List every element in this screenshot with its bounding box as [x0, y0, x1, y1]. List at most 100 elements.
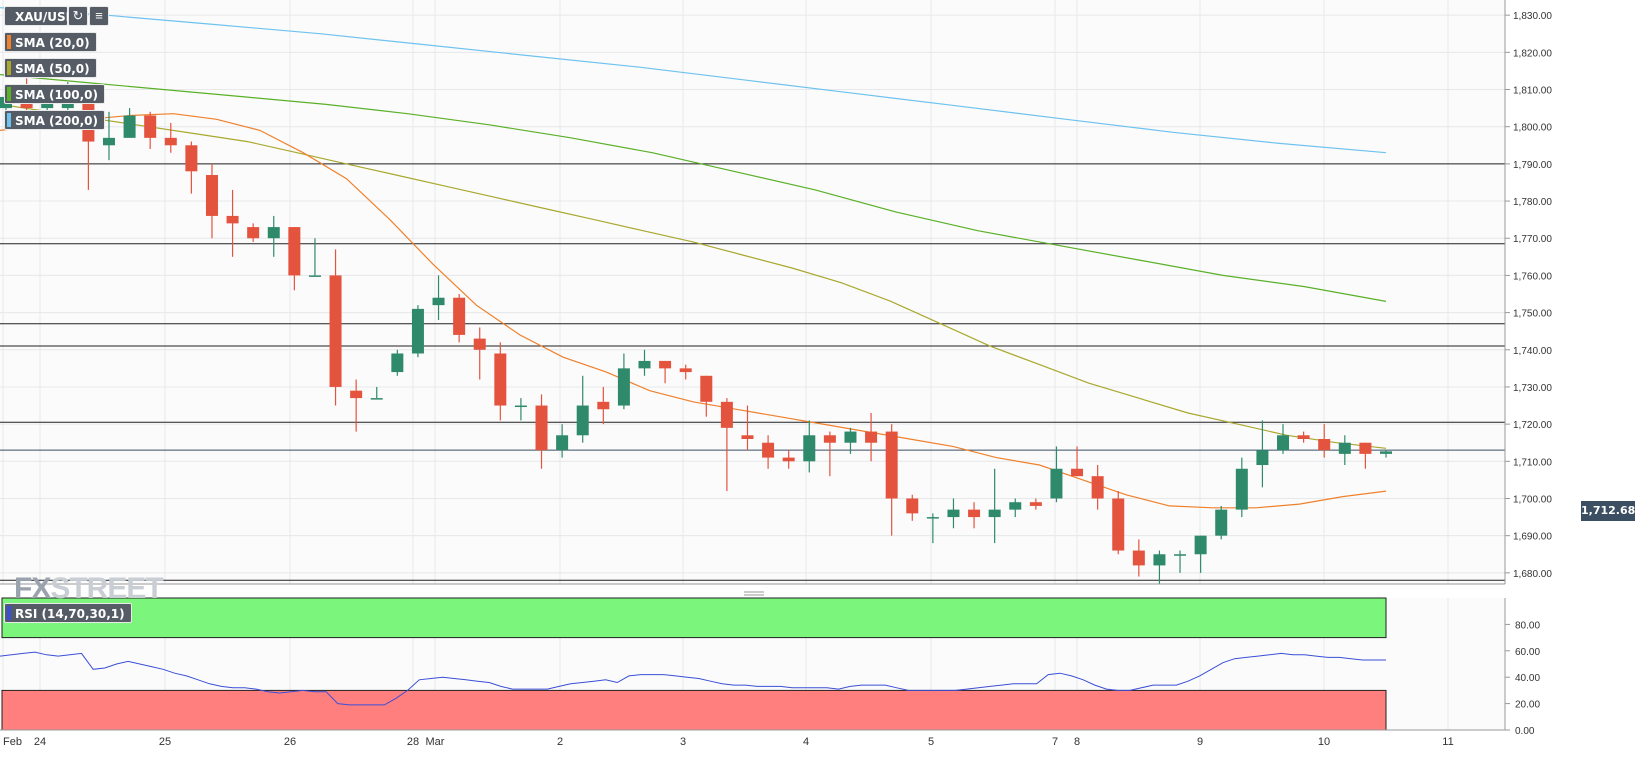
candle-body	[205, 175, 218, 216]
sma200-line	[0, 7, 1387, 154]
candle-body	[1174, 554, 1187, 556]
indicator-sma20[interactable]: SMA (20,0)	[4, 32, 97, 52]
candle	[123, 108, 136, 138]
fxstreet-logo: FXSTREET	[14, 572, 164, 606]
y-tick-label: 1,780.00	[1513, 197, 1552, 208]
candle	[638, 349, 651, 376]
candle	[597, 386, 610, 425]
candle-body	[679, 368, 692, 373]
candle-body	[185, 145, 198, 172]
candle-body	[432, 297, 445, 306]
candle-body	[1359, 442, 1372, 454]
chart-settings-icon[interactable]: ≡	[89, 6, 109, 26]
candle-body	[823, 435, 836, 443]
x-tick-label: 4	[803, 736, 809, 748]
y-tick-label: 1,750.00	[1513, 309, 1552, 320]
candle	[1050, 446, 1063, 503]
x-tick-label: 8	[1074, 736, 1080, 748]
candle-body	[247, 227, 260, 239]
indicator-rsi[interactable]: RSI (14,70,30,1)	[4, 603, 132, 623]
y-tick-label: 1,820.00	[1513, 48, 1552, 59]
candle	[267, 215, 280, 257]
candle	[1112, 491, 1125, 555]
candle	[288, 227, 301, 291]
candle	[823, 431, 836, 477]
candle	[453, 294, 466, 343]
candle-body	[1132, 550, 1145, 566]
rsi-overbought-zone	[1, 597, 1387, 639]
candle	[1215, 505, 1228, 540]
refresh-icon[interactable]: ↻	[68, 6, 88, 26]
candle-body	[700, 375, 713, 402]
symbol-label[interactable]: XAU/USD	[4, 6, 76, 26]
sma100-swatch	[7, 87, 11, 101]
x-tick-label: 9	[1197, 736, 1203, 748]
candle	[968, 502, 981, 529]
candle	[1174, 550, 1187, 573]
candle-body	[391, 353, 404, 373]
candle-body	[556, 435, 569, 451]
rsi-tick-label: 80.00	[1515, 620, 1540, 631]
candle	[144, 111, 157, 149]
candle	[803, 420, 816, 473]
indicator-sma200[interactable]: SMA (200,0)	[4, 110, 105, 130]
candle	[164, 122, 177, 153]
candle-body	[288, 227, 301, 276]
candle	[1359, 442, 1372, 469]
y-tick-label: 1,730.00	[1513, 383, 1552, 394]
candle-body	[1050, 468, 1063, 499]
candle-body	[1380, 451, 1392, 454]
sma200-swatch	[7, 113, 11, 127]
x-tick-label: 5	[928, 736, 934, 748]
indicator-sma100[interactable]: SMA (100,0)	[4, 84, 105, 104]
x-tick-label: 3	[680, 736, 686, 748]
indicator-label: SMA (20,0)	[15, 36, 90, 50]
y-tick-label: 1,710.00	[1513, 457, 1552, 468]
candle	[1256, 420, 1269, 488]
candle-body	[1112, 498, 1125, 551]
rsi-tick-label: 40.00	[1515, 673, 1540, 684]
candle-body	[762, 442, 775, 458]
candle-body	[473, 338, 486, 350]
candle	[1009, 498, 1022, 518]
candle-body	[267, 227, 280, 239]
x-tick-label: 2	[557, 736, 563, 748]
candle-body	[514, 405, 527, 408]
candle	[1091, 465, 1104, 510]
sma20-swatch	[7, 35, 11, 49]
candle	[391, 349, 404, 376]
candle	[432, 275, 445, 321]
candle-body	[865, 431, 878, 443]
candle	[906, 494, 919, 521]
indicator-sma50[interactable]: SMA (50,0)	[4, 58, 97, 78]
candle	[926, 513, 939, 544]
candle-body	[947, 509, 960, 518]
candle	[1380, 450, 1392, 458]
candle	[741, 405, 754, 451]
candle	[865, 412, 878, 462]
sma50-line	[0, 103, 1387, 449]
y-tick-label: 1,810.00	[1513, 86, 1552, 97]
indicator-label: RSI (14,70,30,1)	[15, 607, 125, 621]
y-tick-label: 1,800.00	[1513, 123, 1552, 134]
candle-body	[988, 509, 1001, 518]
main-plot-area	[0, 0, 1505, 584]
rsi-tick-label: 0.00	[1515, 726, 1535, 737]
candle-body	[659, 360, 672, 369]
candle	[782, 450, 795, 469]
candle	[659, 360, 672, 384]
candle-body	[638, 360, 651, 369]
y-tick-label: 1,760.00	[1513, 271, 1552, 282]
candle-body	[1071, 468, 1084, 477]
sma50-swatch	[7, 61, 11, 75]
candle	[1318, 424, 1331, 458]
candle-body	[782, 457, 795, 462]
candle	[576, 375, 589, 443]
candle-body	[308, 275, 321, 277]
candle	[1338, 435, 1351, 466]
candle-body	[102, 137, 115, 146]
y-tick-label: 1,690.00	[1513, 532, 1552, 543]
candle-body	[906, 498, 919, 514]
x-tick-label: 25	[159, 736, 171, 748]
